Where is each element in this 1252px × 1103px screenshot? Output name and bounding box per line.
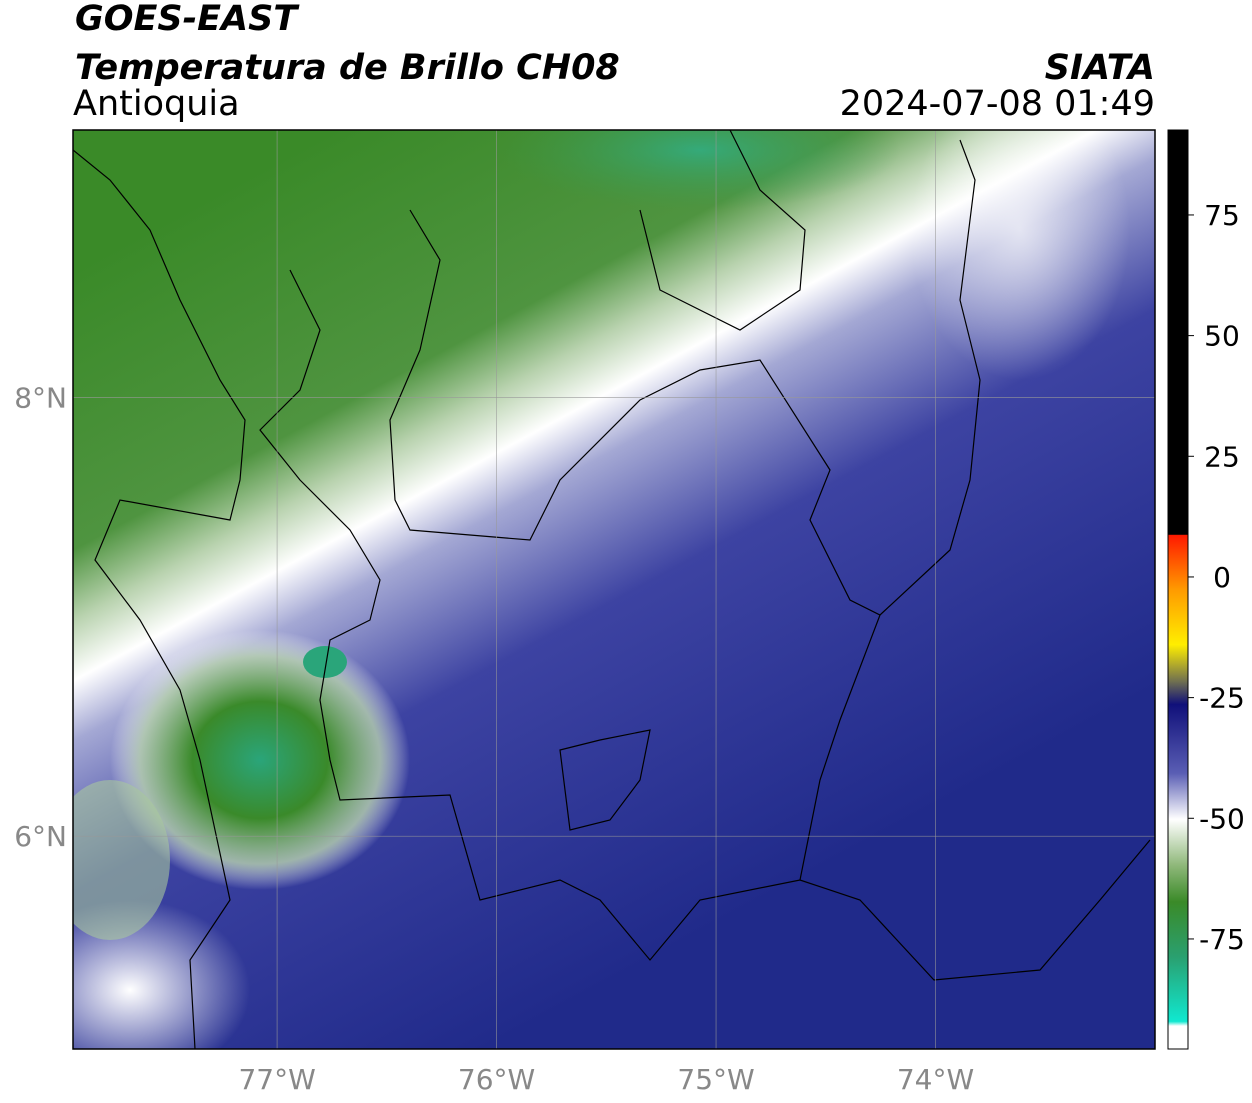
- colorbar-tick-label: -25: [1199, 682, 1245, 715]
- graticule: [73, 130, 1155, 1049]
- colorbar-tick-label: -50: [1199, 802, 1245, 835]
- subtitle: Temperatura de Brillo CH08: [75, 48, 620, 88]
- agency: SIATA: [1045, 48, 1155, 88]
- lon-tick-label: 74°W: [897, 1063, 974, 1096]
- lon-tick-label: 76°W: [458, 1063, 535, 1096]
- colorbar-tick-label: -75: [1199, 923, 1245, 956]
- title: GOES-EAST: [75, 0, 300, 39]
- colorbar-tick-label: 75: [1204, 199, 1240, 232]
- map-image: [73, 130, 1155, 1049]
- timestamp: 2024-07-08 01:49: [840, 84, 1155, 124]
- lon-tick-label: 75°W: [677, 1063, 754, 1096]
- lat-tick-label: 8°N: [14, 382, 67, 415]
- lat-tick-label: 6°N: [14, 820, 67, 853]
- colorbar-tick-label: 50: [1204, 320, 1240, 353]
- map-frame: [72, 129, 1156, 1050]
- colorbar: [1167, 129, 1189, 1050]
- colorbar-tick-label: 25: [1204, 440, 1240, 473]
- colorbar-tick-label: 0: [1213, 561, 1231, 594]
- region: Antioquia: [73, 84, 240, 124]
- lon-tick-label: 77°W: [238, 1063, 315, 1096]
